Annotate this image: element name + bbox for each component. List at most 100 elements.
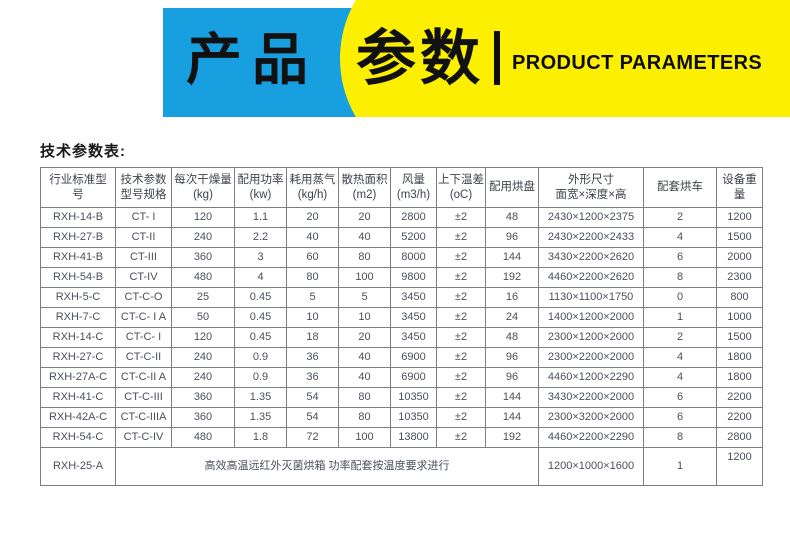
header-cell-11: 设备重 量 <box>716 167 763 208</box>
table-cell-1: CT-C-III <box>115 387 172 408</box>
table-cell-0: RXH-27A-C <box>40 367 116 388</box>
table-cell-8: 96 <box>485 347 539 368</box>
table-cell-3: 0.9 <box>234 347 287 368</box>
table-cell-9: 4460×2200×2620 <box>538 267 644 288</box>
spec-table-head: 行业标准型 号技术参数 型号规格 每次干燥量 (kg) 配用功率 (kw) 耗用蒸气 … <box>40 167 763 208</box>
table-cell-6: 8000 <box>390 247 437 268</box>
table-cell-7: ±2 <box>436 287 486 308</box>
table-cell-6: 10350 <box>390 407 437 428</box>
header-cell-9: 外形尺寸 面宽×深度×高 <box>538 167 644 208</box>
table-row: RXH-14-C CT-C- I 120 0.45 18 20 3450 ±2 48 2300×1… <box>40 327 763 348</box>
banner-title-en: PRODUCT PARAMETERS <box>512 52 763 74</box>
header-cell-4: 耗用蒸气 (kg/h) <box>286 167 339 208</box>
table-cell-6: 3450 <box>390 327 437 348</box>
table-cell-3: 4 <box>234 267 287 288</box>
table-cell-0: RXH-54-B <box>40 267 116 288</box>
table-cell-2: 360 <box>171 247 235 268</box>
table-cell-3: 0.45 <box>234 287 287 308</box>
table-cell-9: 4460×2200×2290 <box>538 427 644 448</box>
table-row-footer: RXH-25-A 高效高温远红外灭菌烘箱 功率配套按温度要求进行 1200×1000… <box>40 447 763 486</box>
table-cell-1: CT- I <box>115 207 172 228</box>
table-cell-9: 4460×1200×2290 <box>538 367 644 388</box>
table-row: RXH-27-B CT-II 240 2.2 40 40 5200 ±2 96 2430×2200… <box>40 227 763 248</box>
table-cell-2: 360 <box>171 407 235 428</box>
table-cell-8: 48 <box>485 207 539 228</box>
table-cell-11: 2300 <box>716 267 763 288</box>
table-cell-9: 2430×2200×2433 <box>538 227 644 248</box>
table-cell-6: 3450 <box>390 307 437 328</box>
table-cell-1: CT-C-IIIA <box>115 407 172 428</box>
table-cell-11: 2000 <box>716 247 763 268</box>
table-row: RXH-42A-C CT-C-IIIA 360 1.35 54 80 10350 ±2 144 2… <box>40 407 763 428</box>
table-cell-3: 0.45 <box>234 307 287 328</box>
table-row: RXH-54-B CT-IV 480 4 80 100 9800 ±2 192 4460×2200… <box>40 267 763 288</box>
table-cell-2: 25 <box>171 287 235 308</box>
table-cell-10: 1 <box>643 307 717 328</box>
header-cell-3: 配用功率 (kw) <box>234 167 287 208</box>
table-cell-5: 100 <box>338 267 391 288</box>
table-cell-9: 2300×1200×2000 <box>538 327 644 348</box>
table-cell-2: 480 <box>171 267 235 288</box>
table-cell-8: 96 <box>485 227 539 248</box>
table-cell-11: 2200 <box>716 407 763 428</box>
table-cell-7: ±2 <box>436 407 486 428</box>
table-cell-4: 36 <box>286 367 339 388</box>
table-cell-2: 120 <box>171 207 235 228</box>
spec-table-body: RXH-14-B CT- I 120 1.1 20 20 2800 ±2 48 2430×1200… <box>40 207 763 486</box>
table-cell-8: 144 <box>485 407 539 428</box>
table-cell-5: 40 <box>338 347 391 368</box>
table-cell-10: 8 <box>643 267 717 288</box>
table-cell-3: 0.45 <box>234 327 287 348</box>
table-cell-10: 0 <box>643 287 717 308</box>
table-cell-10: 2 <box>643 207 717 228</box>
table-cell-0: RXH-14-C <box>40 327 116 348</box>
table-cell-10: 6 <box>643 387 717 408</box>
product-parameters-banner: 产品 参数 PRODUCT PARAMETERS <box>0 0 790 126</box>
footer-note-cell: 高效高温远红外灭菌烘箱 功率配套按温度要求进行 <box>115 447 539 486</box>
table-cell-9: 1400×1200×2000 <box>538 307 644 328</box>
table-cell-7: ±2 <box>436 367 486 388</box>
table-cell-2: 240 <box>171 367 235 388</box>
table-cell-4: 54 <box>286 387 339 408</box>
table-cell-8: 144 <box>485 247 539 268</box>
table-cell-8: 144 <box>485 387 539 408</box>
table-cell-8: 192 <box>485 267 539 288</box>
table-cell-1: CT-C-II <box>115 347 172 368</box>
table-cell-11: 1800 <box>716 347 763 368</box>
table-cell-4: 60 <box>286 247 339 268</box>
table-cell-6: 10350 <box>390 387 437 408</box>
table-row: RXH-27-C CT-C-II 240 0.9 36 40 6900 ±2 96 2300×22… <box>40 347 763 368</box>
table-cell-8: 192 <box>485 427 539 448</box>
table-cell-11: 1500 <box>716 227 763 248</box>
table-cell-6: 5200 <box>390 227 437 248</box>
table-cell-5: 80 <box>338 387 391 408</box>
table-cell-4: 20 <box>286 207 339 228</box>
footer-carts-cell: 1 <box>643 447 717 486</box>
table-cell-5: 80 <box>338 407 391 428</box>
table-cell-10: 8 <box>643 427 717 448</box>
table-cell-8: 96 <box>485 367 539 388</box>
table-cell-3: 1.35 <box>234 387 287 408</box>
header-row: 行业标准型 号技术参数 型号规格 每次干燥量 (kg) 配用功率 (kw) 耗用蒸气 … <box>40 167 763 208</box>
table-row: RXH-14-B CT- I 120 1.1 20 20 2800 ±2 48 2430×1200… <box>40 207 763 228</box>
table-cell-7: ±2 <box>436 307 486 328</box>
header-cell-5: 散热面积 (m2) <box>338 167 391 208</box>
table-cell-1: CT-C-O <box>115 287 172 308</box>
table-cell-4: 80 <box>286 267 339 288</box>
table-cell-7: ±2 <box>436 247 486 268</box>
table-cell-11: 1500 <box>716 327 763 348</box>
header-cell-1: 技术参数 型号规格 <box>115 167 172 208</box>
table-cell-7: ±2 <box>436 347 486 368</box>
header-cell-10: 配套烘车 <box>643 167 717 208</box>
table-cell-0: RXH-54-C <box>40 427 116 448</box>
table-cell-6: 13800 <box>390 427 437 448</box>
table-cell-5: 20 <box>338 207 391 228</box>
table-cell-10: 6 <box>643 247 717 268</box>
table-cell-1: CT-II <box>115 227 172 248</box>
table-cell-0: RXH-27-B <box>40 227 116 248</box>
table-cell-10: 4 <box>643 227 717 248</box>
table-cell-9: 3430×2200×2620 <box>538 247 644 268</box>
table-cell-7: ±2 <box>436 387 486 408</box>
section-title: 技术参数表: <box>40 143 126 160</box>
header-cell-7: 上下温差 (oC) <box>436 167 486 208</box>
